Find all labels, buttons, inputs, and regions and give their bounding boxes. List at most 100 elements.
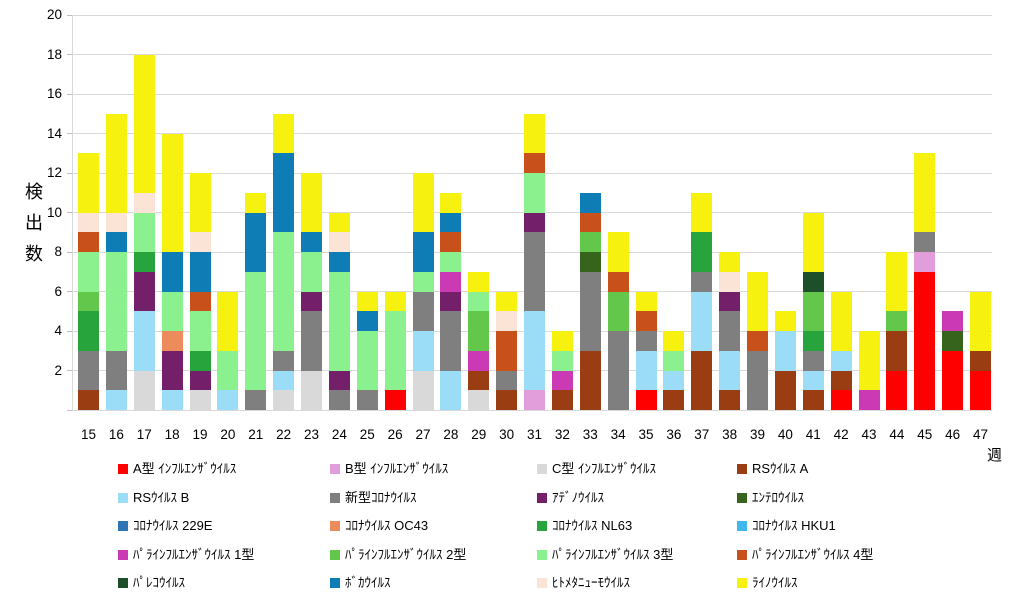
bar-week-35-series-15[interactable]	[635, 311, 657, 331]
legend-item-5[interactable]: 新型ｺﾛﾅｳｲﾙｽ	[330, 490, 417, 506]
bar-week-46-series-12[interactable]	[942, 311, 964, 331]
bar-week-32-series-12[interactable]	[551, 370, 573, 391]
legend-item-6[interactable]: ｱﾃﾞﾉｳｲﾙｽ	[537, 490, 604, 506]
bar-week-29-series-19[interactable]	[468, 271, 490, 292]
bar-week-44-series-3[interactable]	[886, 331, 908, 371]
bar-week-32-series-19[interactable]	[551, 331, 573, 351]
bar-week-44-series-0[interactable]	[886, 370, 908, 410]
bar-week-28-series-5[interactable]	[440, 311, 462, 371]
bar-week-31-series-15[interactable]	[524, 153, 545, 173]
bar-week-17-series-14[interactable]	[133, 212, 155, 252]
bar-week-46-series-7[interactable]	[942, 331, 964, 351]
bar-week-30-series-3[interactable]	[496, 390, 518, 410]
bar-week-21-series-14[interactable]	[245, 271, 267, 391]
bar-week-35-series-19[interactable]	[635, 291, 657, 312]
bar-week-45-series-0[interactable]	[914, 271, 936, 410]
bar-week-28-series-19[interactable]	[440, 192, 462, 213]
bar-week-20-series-4[interactable]	[217, 390, 239, 410]
bar-week-37-series-19[interactable]	[691, 192, 713, 233]
bar-week-37-series-4[interactable]	[691, 291, 713, 351]
bar-week-19-series-15[interactable]	[189, 291, 211, 312]
bar-week-30-series-18[interactable]	[496, 311, 518, 331]
bar-week-35-series-5[interactable]	[635, 331, 657, 351]
bar-week-32-series-3[interactable]	[551, 390, 573, 410]
bar-week-47-series-19[interactable]	[970, 291, 991, 351]
bar-week-40-series-4[interactable]	[774, 331, 796, 371]
bar-week-31-series-4[interactable]	[524, 311, 545, 391]
bar-week-42-series-3[interactable]	[830, 370, 852, 391]
bar-week-42-series-4[interactable]	[830, 350, 852, 371]
bar-week-29-series-14[interactable]	[468, 291, 490, 312]
bar-week-23-series-6[interactable]	[301, 291, 322, 312]
bar-week-27-series-19[interactable]	[412, 173, 434, 233]
bar-week-15-series-3[interactable]	[78, 390, 99, 410]
bar-week-23-series-17[interactable]	[301, 232, 322, 252]
bar-week-21-series-5[interactable]	[245, 390, 267, 410]
bar-week-32-series-14[interactable]	[551, 350, 573, 371]
bar-week-27-series-2[interactable]	[412, 370, 434, 410]
bar-week-28-series-12[interactable]	[440, 271, 462, 292]
bar-week-16-series-5[interactable]	[105, 350, 127, 391]
bar-week-17-series-19[interactable]	[133, 54, 155, 193]
bar-week-17-series-18[interactable]	[133, 192, 155, 213]
bar-week-34-series-15[interactable]	[607, 271, 629, 292]
bar-week-18-series-4[interactable]	[161, 390, 183, 410]
bar-week-41-series-16[interactable]	[802, 271, 824, 292]
bar-week-45-series-19[interactable]	[914, 153, 936, 233]
bar-week-39-series-19[interactable]	[747, 271, 768, 331]
bar-week-24-series-14[interactable]	[328, 271, 350, 371]
bar-week-15-series-19[interactable]	[78, 153, 99, 213]
bar-week-19-series-18[interactable]	[189, 232, 211, 252]
bar-week-29-series-2[interactable]	[468, 390, 490, 410]
bar-week-44-series-13[interactable]	[886, 311, 908, 331]
legend-item-17[interactable]: ﾎﾞｶｳｲﾙｽ	[330, 575, 391, 591]
bar-week-28-series-14[interactable]	[440, 252, 462, 272]
bar-week-29-series-12[interactable]	[468, 350, 490, 371]
bar-week-41-series-13[interactable]	[802, 291, 824, 331]
bar-week-36-series-4[interactable]	[663, 370, 685, 391]
bar-week-27-series-14[interactable]	[412, 271, 434, 292]
bar-week-24-series-5[interactable]	[328, 390, 350, 410]
legend-item-7[interactable]: ｴﾝﾃﾛｳｲﾙｽ	[737, 490, 804, 506]
bar-week-24-series-17[interactable]	[328, 252, 350, 272]
bar-week-33-series-17[interactable]	[579, 192, 601, 213]
bar-week-18-series-19[interactable]	[161, 133, 183, 252]
bar-week-29-series-3[interactable]	[468, 370, 490, 391]
bar-week-43-series-12[interactable]	[858, 390, 880, 410]
bar-week-15-series-10[interactable]	[78, 311, 99, 351]
bar-week-19-series-14[interactable]	[189, 311, 211, 351]
bar-week-24-series-18[interactable]	[328, 232, 350, 252]
bar-week-27-series-17[interactable]	[412, 232, 434, 272]
bar-week-19-series-17[interactable]	[189, 252, 211, 292]
bar-week-22-series-19[interactable]	[273, 113, 295, 154]
bar-week-30-series-5[interactable]	[496, 370, 518, 391]
bar-week-41-series-3[interactable]	[802, 390, 824, 410]
legend-item-14[interactable]: ﾊﾟﾗｲﾝﾌﾙｴﾝｻﾞｳｲﾙｽ 3型	[537, 547, 673, 563]
bar-week-38-series-19[interactable]	[719, 252, 741, 272]
bar-week-25-series-19[interactable]	[356, 291, 378, 312]
bar-week-20-series-19[interactable]	[217, 291, 239, 351]
bar-week-16-series-14[interactable]	[105, 252, 127, 351]
bar-week-25-series-14[interactable]	[356, 331, 378, 391]
bar-week-42-series-0[interactable]	[830, 390, 852, 410]
bar-week-19-series-10[interactable]	[189, 350, 211, 371]
bar-week-27-series-5[interactable]	[412, 291, 434, 331]
bar-week-40-series-19[interactable]	[774, 311, 796, 331]
bar-week-33-series-7[interactable]	[579, 252, 601, 272]
bar-week-23-series-2[interactable]	[301, 370, 322, 410]
bar-week-33-series-5[interactable]	[579, 271, 601, 351]
bar-week-34-series-19[interactable]	[607, 232, 629, 272]
bar-week-24-series-6[interactable]	[328, 370, 350, 391]
bar-week-38-series-4[interactable]	[719, 350, 741, 391]
bar-week-37-series-3[interactable]	[691, 350, 713, 410]
bar-week-21-series-17[interactable]	[245, 212, 267, 272]
bar-week-22-series-14[interactable]	[273, 232, 295, 351]
bar-week-31-series-6[interactable]	[524, 212, 545, 233]
bar-week-17-series-6[interactable]	[133, 271, 155, 312]
bar-week-41-series-4[interactable]	[802, 370, 824, 391]
legend-item-8[interactable]: ｺﾛﾅｳｲﾙｽ 229E	[118, 518, 212, 534]
bar-week-36-series-19[interactable]	[663, 331, 685, 351]
bar-week-28-series-17[interactable]	[440, 212, 462, 233]
bar-week-30-series-15[interactable]	[496, 331, 518, 371]
legend-item-13[interactable]: ﾊﾟﾗｲﾝﾌﾙｴﾝｻﾞｳｲﾙｽ 2型	[330, 547, 466, 563]
